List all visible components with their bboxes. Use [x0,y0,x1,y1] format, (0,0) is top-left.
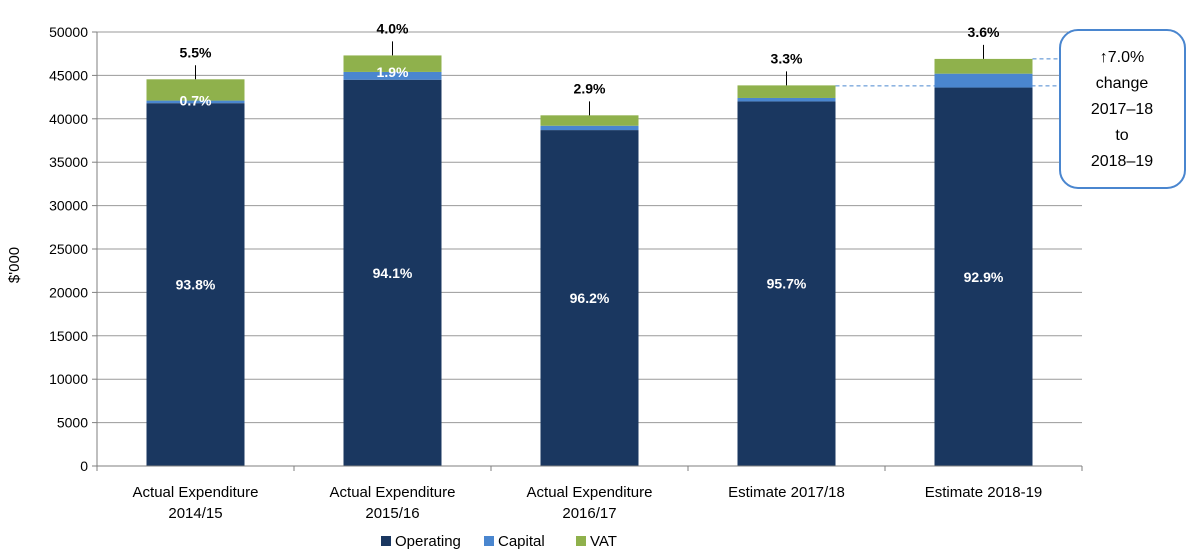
bar-vat-segment [540,115,639,126]
bar-operating-segment [540,130,639,467]
callout-text: to [1115,127,1128,144]
legend-label-vat: VAT [590,533,617,550]
y-tick-label: 10000 [49,371,88,387]
operating-percent-label: 92.9% [964,269,1004,285]
y-tick-label: 40000 [49,111,88,127]
bar-vat-segment [146,79,245,101]
callout-text: ↑7.0% [1100,49,1144,66]
y-tick-label: 5000 [57,415,88,431]
x-category-label: Actual Expenditure [330,484,456,501]
x-category-label: Actual Expenditure [527,484,653,501]
callout-text: change [1096,75,1149,92]
y-tick-label: 25000 [49,241,88,257]
callout-text: 2017–18 [1091,101,1153,118]
bar-vat-segment [737,85,836,98]
callout-box [1059,29,1186,189]
legend: Operating Capital VAT [381,533,617,550]
capital-percent-label: 1.9% [377,64,409,80]
legend-label-operating: Operating [395,533,461,550]
legend-swatch-operating [381,536,391,546]
vat-percent-label: 3.3% [771,50,803,66]
y-axis-label: $'000 [6,247,23,283]
vat-percent-label: 2.9% [574,80,606,96]
bar-operating-segment [343,79,442,467]
callout-text: 2018–19 [1091,153,1153,170]
axes [96,32,1083,471]
bar-capital-segment [343,71,442,80]
y-tick-label: 45000 [49,67,88,83]
operating-percent-label: 94.1% [373,265,413,281]
bar-vat-segment [343,55,442,72]
capital-percent-label: 0.7% [180,93,212,109]
change-callout: ↑7.0% change 2017–18 to 2018–19 [835,29,1186,189]
legend-swatch-capital [484,536,494,546]
bar-capital-segment [540,125,639,131]
x-category-label: 2015/16 [365,505,419,522]
bar-operating-segment [934,87,1033,466]
bar-capital-segment [146,100,245,104]
y-tick-label: 20000 [49,284,88,300]
legend-label-capital: Capital [498,533,545,550]
data-labels: 93.8% 0.7% 5.5% 94.1% 1.9% 4.0% 96.2% 2.9% 95.7%… [176,20,1004,306]
vat-percent-label: 4.0% [377,20,409,36]
bar-vat-segment [934,58,1033,74]
y-tick-label: 50000 [49,24,88,40]
x-category-label: Estimate 2018-19 [925,484,1043,501]
x-category-label: Actual Expenditure [133,484,259,501]
y-tick-label: 35000 [49,154,88,170]
bars [146,55,1033,467]
operating-percent-label: 95.7% [767,276,807,292]
bar-capital-segment [934,73,1033,88]
vat-percent-label: 3.6% [968,24,1000,40]
x-axis-categories: Actual Expenditure 2014/15 Actual Expendit… [133,484,1043,522]
y-tick-label: 30000 [49,198,88,214]
x-category-label: Estimate 2017/18 [728,484,845,501]
bar-operating-segment [146,103,245,467]
operating-percent-label: 96.2% [570,290,610,306]
x-category-label: 2016/17 [562,505,616,522]
y-axis-ticks: 0 5000 10000 15000 20000 25000 30000 35000 40000… [49,24,97,474]
bar-operating-segment [737,101,836,466]
legend-swatch-vat [576,536,586,546]
x-category-label: 2014/15 [168,505,222,522]
bar-capital-segment [737,97,836,102]
vat-percent-label: 5.5% [180,44,212,60]
operating-percent-label: 93.8% [176,277,216,293]
y-tick-label: 0 [80,458,88,474]
y-tick-label: 15000 [49,328,88,344]
